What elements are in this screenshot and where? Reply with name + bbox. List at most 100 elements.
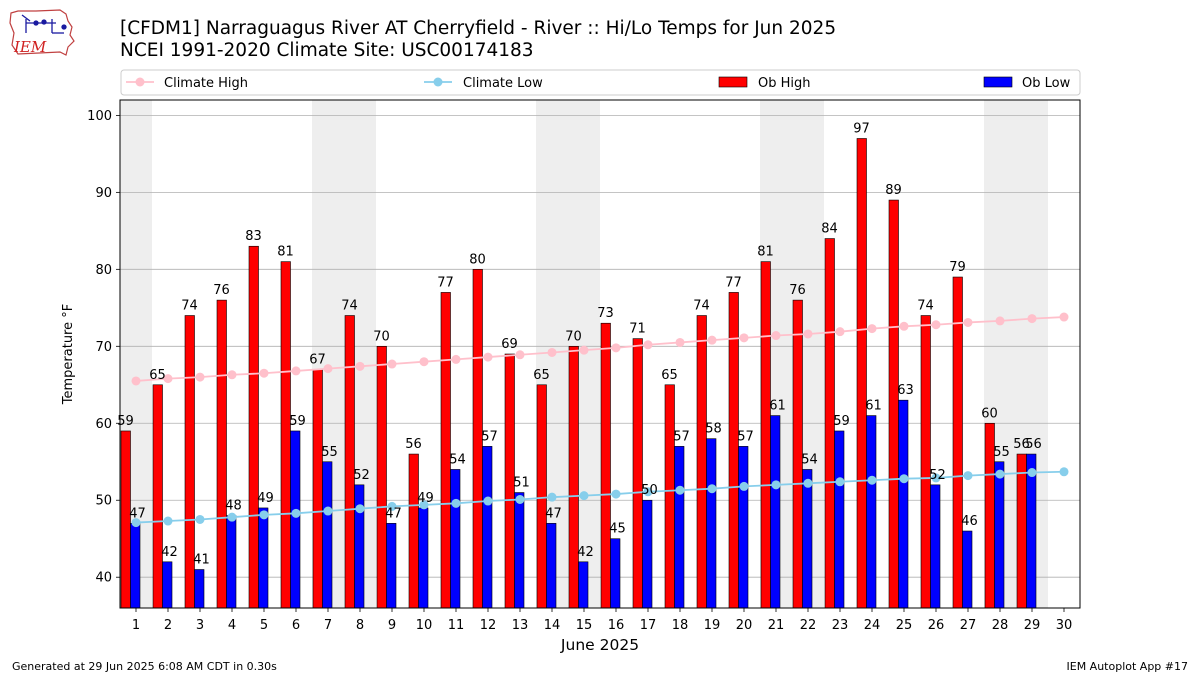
ob-low-label: 52 (353, 468, 370, 483)
climate-high-point (579, 345, 589, 355)
ob-low-bar (1026, 453, 1037, 609)
ob-low-label: 47 (545, 506, 562, 521)
climate-low-point (195, 514, 205, 524)
climate-high-point (995, 316, 1005, 326)
ob-high-bar (440, 292, 451, 609)
climate-high-point (707, 335, 717, 345)
climate-low-point (355, 504, 365, 514)
ob-high-label: 79 (949, 260, 966, 275)
ob-high-bar (248, 245, 259, 609)
x-tick-label: 8 (356, 618, 364, 633)
ob-high-label: 56 (405, 437, 422, 452)
climate-high-point (771, 331, 781, 341)
x-tick-label: 16 (608, 618, 625, 633)
ob-high-label: 89 (885, 183, 902, 198)
y-tick-label: 70 (95, 340, 112, 355)
x-tick-label: 15 (576, 618, 593, 633)
ob-low-bar (834, 430, 845, 609)
ob-high-bar (600, 322, 611, 609)
ob-low-label: 50 (641, 483, 658, 498)
ob-low-label: 61 (865, 399, 882, 414)
ob-high-label: 67 (309, 352, 326, 367)
x-tick-label: 25 (896, 618, 913, 633)
x-tick-label: 13 (512, 618, 529, 633)
ob-low-bar (866, 415, 877, 609)
climate-high-point (131, 376, 141, 386)
climate-low-point (867, 475, 877, 485)
ob-low-label: 57 (673, 429, 690, 444)
climate-high-point (227, 370, 237, 380)
x-tick-label: 23 (832, 618, 849, 633)
ob-low-bar (162, 561, 173, 609)
ob-high-bar (728, 292, 739, 609)
ob-low-label: 51 (513, 476, 530, 491)
chart-subtitle: NCEI 1991-2020 Climate Site: USC00174183 (120, 40, 534, 61)
ob-low-label: 63 (897, 383, 914, 398)
app-footer: IEM Autoplot App #17 (1066, 660, 1189, 673)
ob-high-label: 74 (693, 299, 710, 314)
ob-low-bar (994, 461, 1005, 609)
ob-low-bar (194, 569, 205, 609)
ob-low-bar (386, 523, 397, 609)
ob-low-label: 54 (449, 452, 466, 467)
climate-low-point (483, 496, 493, 506)
ob-low-bar (418, 507, 429, 609)
ob-high-bar (760, 261, 771, 609)
ob-high-label: 76 (213, 283, 230, 298)
ob-low-bar (642, 499, 653, 609)
ob-high-label: 81 (757, 245, 774, 260)
generated-footer: Generated at 29 Jun 2025 6:08 AM CDT in … (12, 660, 277, 673)
legend-ob-high-label: Ob High (758, 76, 811, 91)
ob-high-bar (408, 453, 419, 609)
x-tick-label: 14 (544, 618, 561, 633)
ob-low-bar (898, 399, 909, 609)
x-tick-label: 4 (228, 618, 236, 633)
x-tick-label: 18 (672, 618, 689, 633)
climate-low-point (419, 500, 429, 510)
legend-ob-low-swatch (983, 76, 1013, 88)
ob-low-label: 52 (929, 468, 946, 483)
ob-low-bar (546, 523, 557, 609)
x-tick-label: 9 (388, 618, 396, 633)
ob-high-bar (696, 315, 707, 609)
ob-high-label: 97 (853, 121, 870, 136)
climate-high-point (163, 374, 173, 384)
ob-high-bar (280, 261, 291, 609)
ob-high-bar (344, 315, 355, 609)
ob-high-bar (536, 384, 547, 609)
climate-low-point (835, 477, 845, 487)
ob-high-label: 65 (533, 368, 550, 383)
climate-high-point (451, 354, 461, 364)
ob-high-label: 74 (181, 299, 198, 314)
x-tick-label: 19 (704, 618, 721, 633)
ob-high-bar (152, 384, 163, 609)
ob-low-bar (482, 446, 493, 609)
climate-low-point (451, 498, 461, 508)
ob-low-label: 46 (961, 514, 978, 529)
climate-high-point (387, 359, 397, 369)
climate-high-point (547, 347, 557, 357)
ob-high-bar (312, 369, 323, 609)
ob-high-label: 84 (821, 222, 838, 237)
ob-low-bar (674, 446, 685, 609)
ob-low-label: 45 (609, 522, 626, 537)
legend-ob-low-label: Ob Low (1022, 76, 1071, 91)
ob-low-label: 55 (321, 445, 338, 460)
climate-low-point (323, 506, 333, 516)
ob-low-label: 57 (481, 429, 498, 444)
climate-high-point (611, 343, 621, 353)
ob-high-bar (952, 276, 963, 609)
ob-low-bar (610, 538, 621, 609)
y-tick-label: 40 (95, 571, 112, 586)
climate-high-point (483, 352, 493, 362)
ob-high-bar (856, 138, 867, 609)
ob-low-label: 55 (993, 445, 1010, 460)
ob-low-bar (578, 561, 589, 609)
ob-low-bar (258, 507, 269, 609)
climate-high-point (931, 320, 941, 330)
legend-climate-high-marker (135, 77, 145, 87)
ob-low-bar (226, 515, 237, 609)
climate-high-point (1027, 314, 1037, 324)
climate-low-point (995, 469, 1005, 479)
